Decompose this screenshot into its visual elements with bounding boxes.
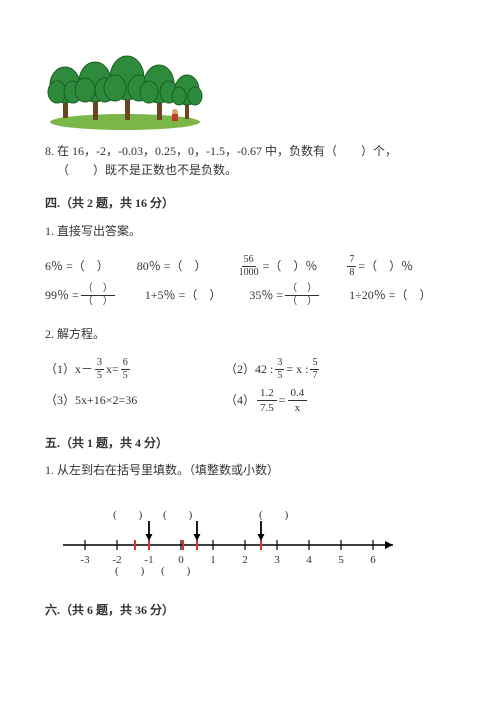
eq1-a: （1）x－: [45, 360, 93, 379]
calc-1-text: 6％ =（ ）: [45, 257, 109, 276]
eq2-b: = x :: [286, 360, 308, 379]
question-8: 8. 在 16，-2，-0.03，0.25，0，-1.5，-0.67 中，负数有…: [45, 142, 455, 180]
calc-7-text: 35％ =: [249, 286, 283, 305]
frac-num: 1.2: [257, 387, 277, 401]
eq4-a: （4）: [225, 391, 255, 410]
frac-den: （ ）: [81, 296, 115, 307]
calc-1: 6％ =（ ）: [45, 255, 109, 278]
eq2-frac2: 57: [310, 358, 319, 381]
svg-text:-3: -3: [80, 554, 90, 566]
calc-4: 78 =（ ）％: [345, 255, 413, 278]
frac-num: 0.4: [288, 387, 308, 401]
numberline-blank: ( ): [259, 507, 288, 525]
frac-num: 3: [275, 358, 284, 370]
frac-num: 5: [310, 358, 319, 370]
svg-text:6: 6: [370, 554, 376, 566]
calc-8-text: 1÷20％ =（ ）: [349, 286, 431, 305]
eq4-frac2: 0.4x: [288, 387, 308, 414]
section-4-title: 四.（共 2 题，共 16 分）: [45, 194, 455, 213]
eq3-text: （3）5x+16×2=36: [45, 391, 137, 410]
frac-num: （ ）: [81, 284, 115, 296]
frac-den: 7.5: [257, 401, 277, 414]
eq-row-2: （3）5x+16×2=36 （4） 1.27.5 = 0.4x: [45, 387, 455, 414]
calc-3-text: =（ ）％: [263, 257, 318, 276]
calc-5: 99％ = （ ）（ ）: [45, 284, 117, 307]
eq-row-1: （1）x－ 35 x= 65 （2）42 : 35 = x : 57: [45, 358, 455, 381]
frac-blank-1: （ ）（ ）: [81, 284, 115, 307]
eq-3: （3）5x+16×2=36: [45, 387, 225, 414]
frac-56-1000: 561000: [237, 255, 261, 278]
frac-den: 5: [275, 370, 284, 381]
svg-text:-1: -1: [144, 554, 153, 566]
frac-den: （ ）: [285, 296, 319, 307]
numberline: -3-2-10123456 ( )( )( )( )( ): [55, 495, 415, 585]
frac-num: 7: [347, 255, 356, 267]
calc-4-text: =（ ）％: [358, 257, 413, 276]
frac-den: 5: [121, 370, 130, 381]
calc-6: 1+5％ =（ ）: [145, 284, 222, 307]
numberline-svg: -3-2-10123456: [55, 495, 415, 585]
frac-den: x: [292, 401, 304, 414]
frac-blank-2: （ ）（ ）: [285, 284, 319, 307]
svg-text:5: 5: [338, 554, 344, 566]
numberline-blank: ( ): [113, 507, 142, 525]
frac-den: 7: [310, 370, 319, 381]
frac-den: 5: [95, 370, 104, 381]
calc-8: 1÷20％ =（ ）: [349, 284, 431, 307]
calc-3: 561000 =（ ）％: [235, 255, 318, 278]
section-5-title: 五.（共 1 题，共 4 分）: [45, 434, 455, 453]
eq4-mid: =: [279, 391, 286, 410]
svg-text:2: 2: [242, 554, 248, 566]
section-5-sub1: 1. 从左到右在括号里填数。（填整数或小数）: [45, 461, 455, 480]
eq4-frac1: 1.27.5: [257, 387, 277, 414]
eq2-frac1: 35: [275, 358, 284, 381]
eq-1: （1）x－ 35 x= 65: [45, 358, 225, 381]
section-6-title: 六.（共 6 题，共 36 分）: [45, 601, 455, 620]
frac-num: （ ）: [285, 284, 319, 296]
eq1-frac1: 35: [95, 358, 104, 381]
frac-den: 1000: [237, 267, 261, 278]
section-4-sub1: 1. 直接写出答案。: [45, 222, 455, 241]
eq2-a: （2）42 :: [225, 360, 273, 379]
frac-7-8: 78: [347, 255, 356, 278]
svg-text:1: 1: [210, 554, 216, 566]
numberline-blank: ( ): [115, 563, 144, 581]
eq-4: （4） 1.27.5 = 0.4x: [225, 387, 405, 414]
numberline-blank: ( ): [163, 507, 192, 525]
eq1-frac2: 65: [121, 358, 130, 381]
question-8-line1: 8. 在 16，-2，-0.03，0.25，0，-1.5，-0.67 中，负数有…: [45, 142, 455, 161]
svg-text:3: 3: [274, 554, 280, 566]
frac-num: 6: [121, 358, 130, 370]
eq-2: （2）42 : 35 = x : 57: [225, 358, 405, 381]
frac-num: 3: [95, 358, 104, 370]
frac-num: 56: [242, 255, 256, 267]
calc-5-text: 99％ =: [45, 286, 79, 305]
trees-illustration: [45, 30, 205, 130]
numberline-blank: ( ): [161, 563, 190, 581]
calc-2: 80％ =（ ）: [137, 255, 207, 278]
calc-7: 35％ = （ ）（ ）: [249, 284, 321, 307]
question-8-line2: （ ）既不是正数也不是负数。: [45, 161, 455, 180]
calc-2-text: 80％ =（ ）: [137, 257, 207, 276]
calc-row-2: 99％ = （ ）（ ） 1+5％ =（ ） 35％ = （ ）（ ） 1÷20…: [45, 284, 455, 307]
child-body: [172, 114, 178, 121]
eq1-b: x=: [106, 360, 119, 379]
frac-den: 8: [347, 267, 356, 278]
calc-6-text: 1+5％ =（ ）: [145, 286, 222, 305]
svg-text:4: 4: [306, 554, 312, 566]
calc-row-1: 6％ =（ ） 80％ =（ ） 561000 =（ ）％ 78 =（ ）％: [45, 255, 455, 278]
section-4-sub2: 2. 解方程。: [45, 325, 455, 344]
